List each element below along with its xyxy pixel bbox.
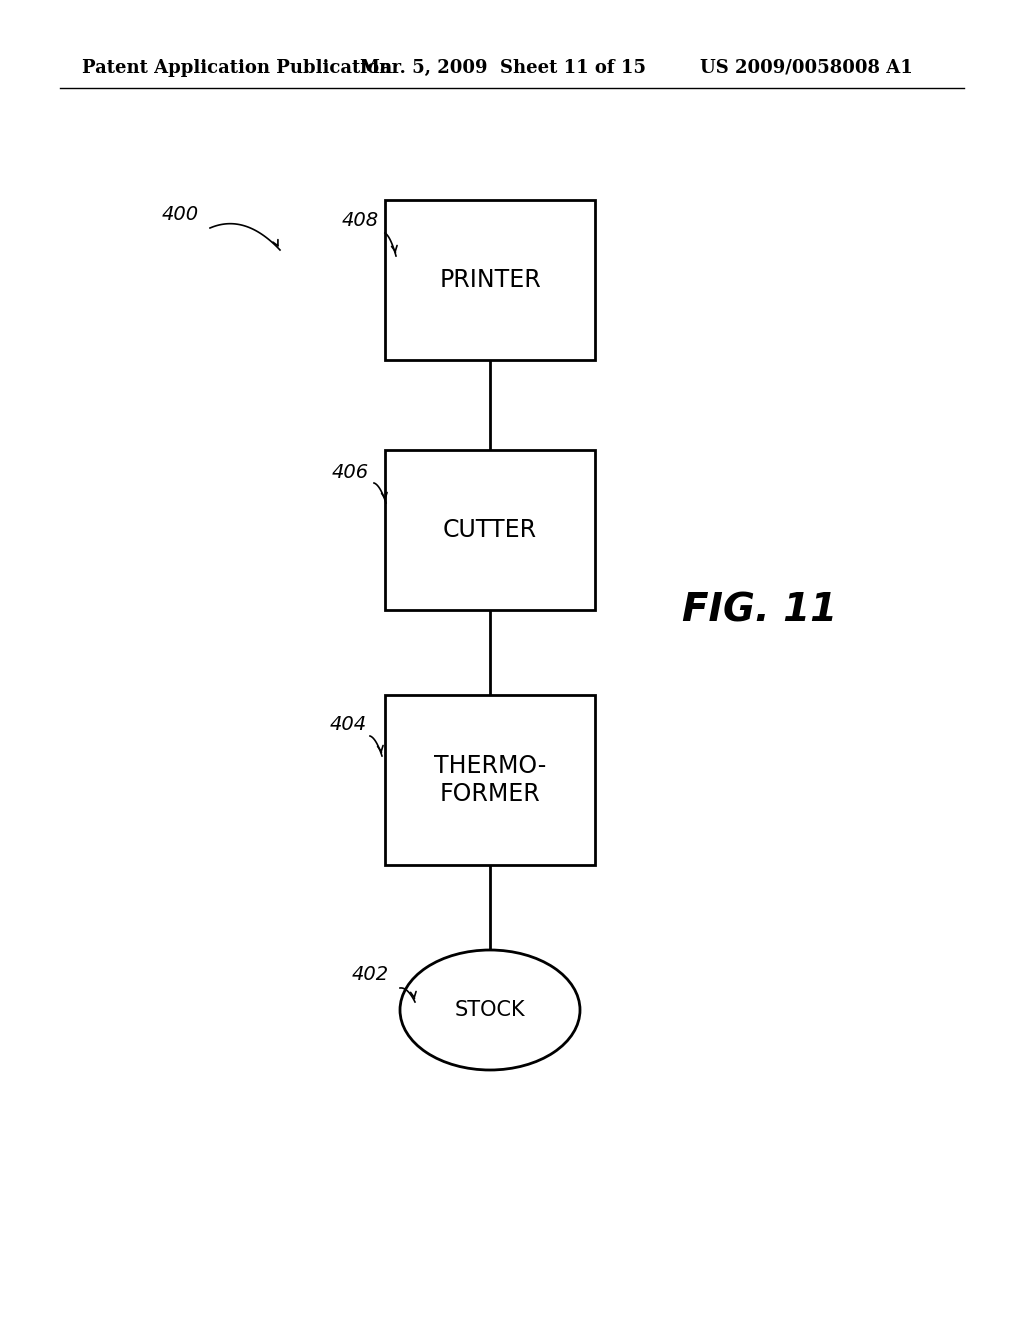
Bar: [385, 450, 595, 610]
Text: US 2009/0058008 A1: US 2009/0058008 A1: [700, 59, 912, 77]
Text: 402: 402: [351, 965, 388, 985]
Text: PRINTER: PRINTER: [439, 268, 541, 292]
Text: 408: 408: [341, 210, 379, 230]
Text: CUTTER: CUTTER: [443, 517, 537, 543]
Text: Patent Application Publication: Patent Application Publication: [82, 59, 392, 77]
Text: THERMO-
FORMER: THERMO- FORMER: [434, 754, 546, 807]
Text: FIG. 11: FIG. 11: [682, 591, 838, 630]
Text: 406: 406: [332, 462, 369, 482]
Ellipse shape: [400, 950, 580, 1071]
Text: STOCK: STOCK: [455, 1001, 525, 1020]
Text: 400: 400: [162, 206, 199, 224]
Bar: [385, 201, 595, 360]
Text: Mar. 5, 2009  Sheet 11 of 15: Mar. 5, 2009 Sheet 11 of 15: [360, 59, 646, 77]
Text: 404: 404: [330, 715, 367, 734]
Bar: [385, 696, 595, 865]
